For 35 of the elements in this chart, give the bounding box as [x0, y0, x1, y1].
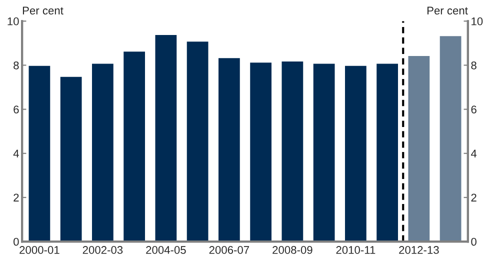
bar	[248, 61, 273, 242]
x-tick-label: 2006-07	[209, 246, 250, 254]
bar	[90, 62, 115, 242]
bar	[58, 76, 84, 242]
y2-tick-label: 8	[471, 61, 476, 70]
y2-tick-label: 4	[470, 150, 477, 158]
bar	[27, 64, 52, 242]
y-tick-label: 8	[14, 61, 19, 70]
bar	[122, 50, 146, 242]
y-tick-label: 10	[8, 17, 19, 26]
x-tick-label: 2004-05	[146, 246, 186, 254]
bar	[375, 62, 400, 242]
bar	[217, 56, 242, 242]
y2-tick-label: 10	[472, 17, 483, 26]
x-tick-label: 2008-09	[272, 246, 312, 254]
bar	[312, 62, 336, 242]
bar	[154, 34, 178, 242]
x-tick-label: 2000-01	[20, 246, 60, 254]
x-tick-label: 2010-11	[336, 246, 376, 254]
x-tick-label: 2012-13	[399, 246, 439, 254]
y-tick-label: 2	[14, 194, 19, 202]
y-axis-title: Per cent	[22, 6, 64, 15]
y2-axis-title: Per cent	[427, 6, 468, 15]
y2-tick-label: 2	[471, 194, 476, 202]
bar	[185, 40, 210, 242]
y2-tick-label: 0	[471, 238, 476, 246]
x-tick-label: 2002-03	[82, 246, 123, 254]
bar	[438, 34, 463, 242]
bar	[280, 60, 305, 242]
y-tick-label: 6	[14, 106, 19, 114]
y-tick-label: 0	[14, 238, 19, 246]
bar	[406, 54, 432, 242]
bar	[344, 64, 368, 242]
y-tick-label: 4	[13, 150, 19, 158]
y2-tick-label: 6	[471, 106, 476, 114]
